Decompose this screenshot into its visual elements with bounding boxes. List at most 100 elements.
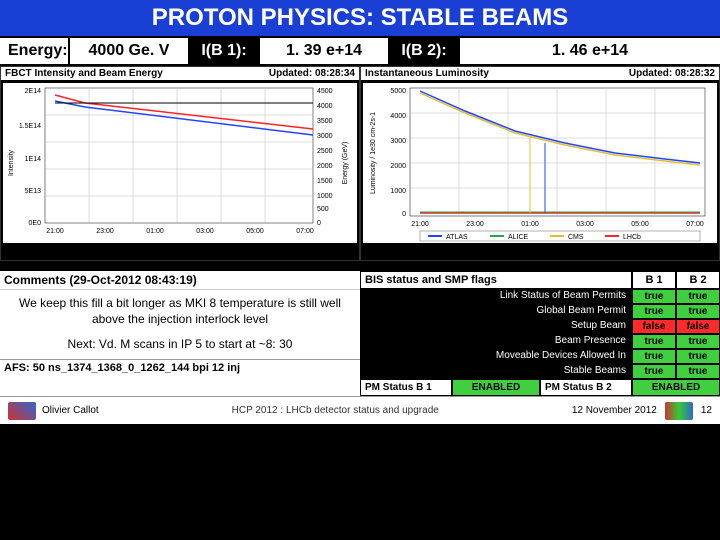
status-row: Link Status of Beam Permitstruetrue (360, 289, 720, 304)
svg-text:3500: 3500 (317, 118, 333, 125)
status-header-b2: B 2 (676, 271, 720, 289)
svg-text:1.5E14: 1.5E14 (19, 123, 41, 130)
status-row-label: Global Beam Permit (360, 304, 632, 319)
svg-text:ALICE: ALICE (508, 234, 529, 241)
status-row-b1: false (632, 319, 676, 334)
title-bar: PROTON PHYSICS: STABLE BEAMS (0, 0, 720, 38)
pm-status-b1-label: PM Status B 1 (360, 379, 452, 396)
lower-section: Comments (29-Oct-2012 08:43:19) We keep … (0, 271, 720, 396)
footer-author: Olivier Callot (42, 405, 99, 416)
ib2-label: I(B 2): (390, 38, 460, 64)
svg-text:21:00: 21:00 (411, 221, 429, 228)
svg-text:2500: 2500 (317, 148, 333, 155)
status-panel: BIS status and SMP flags B 1 B 2 Link St… (360, 271, 720, 396)
svg-text:4000: 4000 (390, 113, 406, 120)
status-row: Moveable Devices Allowed Intruetrue (360, 349, 720, 364)
svg-text:2E14: 2E14 (25, 88, 41, 95)
pm-status-b1-value: ENABLED (452, 379, 540, 396)
svg-text:07:00: 07:00 (296, 228, 314, 235)
svg-text:0: 0 (317, 220, 321, 227)
status-row-b1: true (632, 304, 676, 319)
svg-text:3000: 3000 (390, 138, 406, 145)
status-row-b2: true (676, 289, 720, 304)
status-row-b2: true (676, 364, 720, 379)
comments-body-1: We keep this fill a bit longer as MKI 8 … (8, 296, 352, 327)
svg-text:3000: 3000 (317, 133, 333, 140)
chart-right-svg: 5000 4000 3000 2000 1000 0 21:00 23:00 0… (363, 83, 717, 243)
footer-page: 12 (701, 405, 712, 416)
lal-logo (665, 402, 693, 420)
comments-header: Comments (29-Oct-2012 08:43:19) (0, 271, 360, 290)
svg-text:1E14: 1E14 (25, 156, 41, 163)
svg-text:23:00: 23:00 (96, 228, 114, 235)
status-row: Global Beam Permittruetrue (360, 304, 720, 319)
svg-text:Energy (GeV): Energy (GeV) (342, 142, 349, 185)
svg-text:CMS: CMS (568, 234, 584, 241)
svg-text:LHCb: LHCb (623, 234, 641, 241)
svg-text:Luminosity / 1e30 cm-2s-1: Luminosity / 1e30 cm-2s-1 (370, 112, 377, 194)
chart-left-updated: Updated: 08:28:34 (269, 68, 355, 79)
status-row-b1: true (632, 334, 676, 349)
info-row: Energy: 4000 Ge. V I(B 1): 1. 39 e+14 I(… (0, 38, 720, 66)
svg-text:21:00: 21:00 (46, 228, 64, 235)
svg-text:4500: 4500 (317, 88, 333, 95)
chart-left-title: FBCT Intensity and Beam Energy (5, 68, 163, 79)
svg-text:4000: 4000 (317, 103, 333, 110)
svg-text:01:00: 01:00 (146, 228, 164, 235)
svg-text:0: 0 (402, 211, 406, 218)
svg-text:1500: 1500 (317, 178, 333, 185)
energy-value: 4000 Ge. V (70, 38, 190, 64)
svg-text:03:00: 03:00 (196, 228, 214, 235)
svg-text:1000: 1000 (317, 193, 333, 200)
svg-text:2000: 2000 (317, 163, 333, 170)
status-row-b1: true (632, 364, 676, 379)
footer: Olivier Callot HCP 2012 : LHCb detector … (0, 396, 720, 424)
ib1-label: I(B 1): (190, 38, 260, 64)
status-header-b1: B 1 (632, 271, 676, 289)
comments-body-2: Next: Vd. M scans in IP 5 to start at ~8… (8, 337, 352, 353)
status-row: Setup Beamfalsefalse (360, 319, 720, 334)
chart-right-updated: Updated: 08:28:32 (629, 68, 715, 79)
charts-row: FBCT Intensity and Beam Energy Updated: … (0, 66, 720, 261)
svg-text:ATLAS: ATLAS (446, 234, 468, 241)
svg-text:0E0: 0E0 (29, 220, 42, 227)
afs-line: AFS: 50 ns_1374_1368_0_1262_144 bpi 12 i… (0, 359, 360, 376)
svg-text:05:00: 05:00 (246, 228, 264, 235)
pm-status-b2-value: ENABLED (632, 379, 720, 396)
svg-text:07:00: 07:00 (686, 221, 704, 228)
svg-text:5000: 5000 (390, 88, 406, 95)
svg-text:Intensity: Intensity (8, 149, 15, 176)
footer-date: 12 November 2012 (572, 405, 657, 416)
chart-intensity: FBCT Intensity and Beam Energy Updated: … (0, 66, 360, 261)
svg-text:500: 500 (317, 206, 329, 213)
status-row: Beam Presencetruetrue (360, 334, 720, 349)
footer-center: HCP 2012 : LHCb detector status and upgr… (99, 405, 572, 416)
status-row-b1: true (632, 349, 676, 364)
status-row-b2: true (676, 334, 720, 349)
status-row-label: Link Status of Beam Permits (360, 289, 632, 304)
status-row: Stable Beamstruetrue (360, 364, 720, 379)
comments-panel: Comments (29-Oct-2012 08:43:19) We keep … (0, 271, 360, 396)
chart-right-title: Instantaneous Luminosity (365, 68, 489, 79)
svg-text:05:00: 05:00 (631, 221, 649, 228)
svg-text:23:00: 23:00 (466, 221, 484, 228)
status-row-b2: false (676, 319, 720, 334)
status-row-b2: true (676, 349, 720, 364)
ib1-value: 1. 39 e+14 (260, 38, 390, 64)
mid-spacer (0, 261, 720, 271)
pm-status-b2-label: PM Status B 2 (540, 379, 632, 396)
status-row-label: Stable Beams (360, 364, 632, 379)
chart-luminosity: Instantaneous Luminosity Updated: 08:28:… (360, 66, 720, 261)
status-row-label: Moveable Devices Allowed In (360, 349, 632, 364)
status-row-label: Beam Presence (360, 334, 632, 349)
lhcb-logo (8, 402, 36, 420)
svg-text:5E13: 5E13 (25, 188, 41, 195)
energy-label: Energy: (0, 38, 70, 64)
svg-text:1000: 1000 (390, 188, 406, 195)
ib2-value: 1. 46 e+14 (460, 38, 720, 64)
status-header-title: BIS status and SMP flags (360, 271, 632, 289)
status-row-b2: true (676, 304, 720, 319)
svg-text:03:00: 03:00 (576, 221, 594, 228)
status-row-b1: true (632, 289, 676, 304)
svg-text:01:00: 01:00 (521, 221, 539, 228)
